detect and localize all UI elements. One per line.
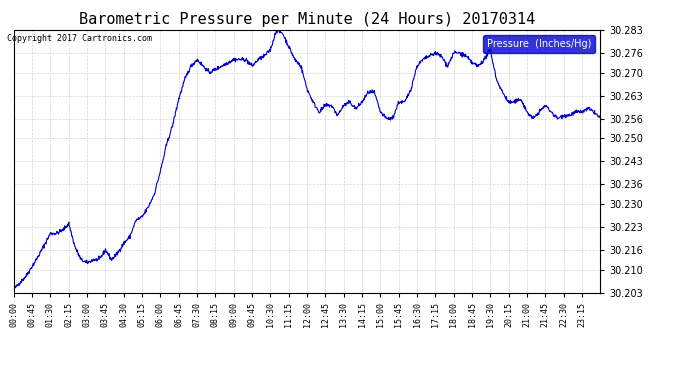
Legend: Pressure  (Inches/Hg): Pressure (Inches/Hg) (483, 35, 595, 52)
Title: Barometric Pressure per Minute (24 Hours) 20170314: Barometric Pressure per Minute (24 Hours… (79, 12, 535, 27)
Text: Copyright 2017 Cartronics.com: Copyright 2017 Cartronics.com (7, 34, 152, 43)
